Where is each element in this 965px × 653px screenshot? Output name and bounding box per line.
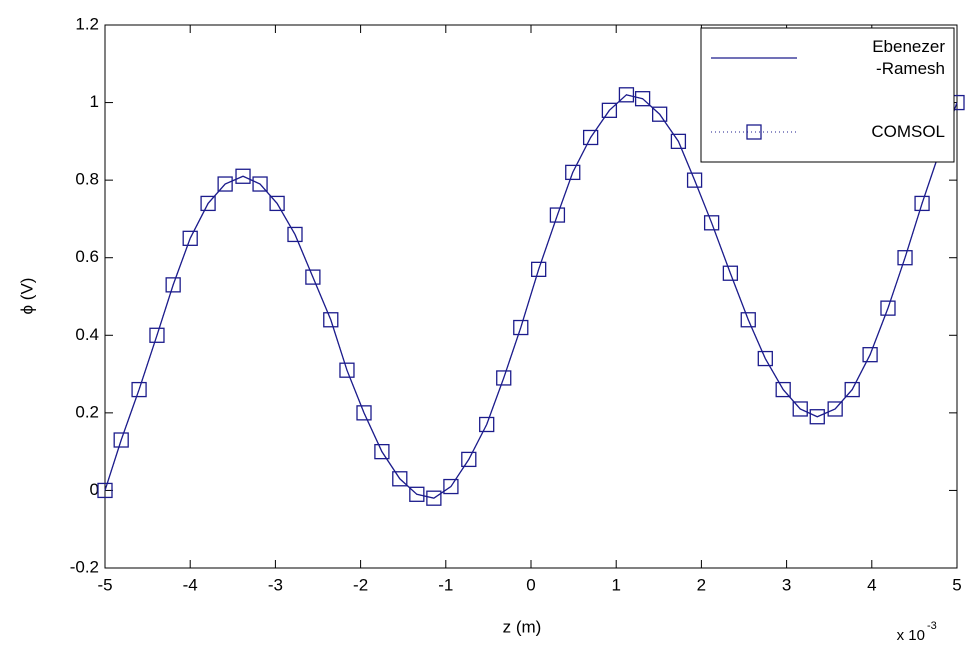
x-tick-label: 1 [611,575,620,594]
y-tick-label: 0.2 [75,402,99,421]
x-tick-label: 5 [952,575,961,594]
marker [634,91,651,107]
x-tick-label: -5 [97,575,112,594]
legend-marker [746,124,762,140]
axis-multiplier-exponent: -3 [927,620,937,632]
marker [740,312,756,328]
marker [409,486,425,502]
marker [897,250,913,266]
y-tick-label: 0.6 [75,247,99,266]
marker [757,350,773,367]
marker [97,482,113,499]
y-tick-label: 0.4 [75,325,99,344]
x-tick-label: 2 [697,575,706,594]
marker [844,381,860,398]
legend-label: COMSOL [871,122,945,141]
marker [809,409,825,425]
marker [374,443,390,460]
marker [443,478,459,495]
marker [235,168,251,184]
x-tick-label: -3 [268,575,283,594]
legend-box [700,27,955,163]
marker [703,215,720,231]
y-tick-label: -0.2 [70,557,99,576]
marker [426,490,442,506]
marker [601,102,618,118]
marker [652,106,668,122]
y-axis-label: ϕ (V) [17,278,36,315]
marker [792,401,808,417]
marker [479,416,495,433]
marker [531,261,547,278]
marker [165,277,181,293]
marker [827,401,843,417]
marker [200,195,216,212]
x-tick-label: -1 [438,575,453,594]
x-tick-label: -4 [183,575,198,594]
legend-label: Ebenezer -Ramesh [872,37,945,78]
marker [618,87,635,103]
y-tick-label: 0 [90,480,99,499]
x-tick-label: 4 [867,575,876,594]
axis-multiplier: x 10 [897,627,925,644]
marker [722,265,739,281]
marker [775,381,791,398]
marker [305,269,321,285]
marker [269,195,285,212]
y-tick-label: 1 [90,92,99,111]
marker [182,230,198,246]
marker [356,405,372,421]
y-tick-label: 1.2 [75,14,99,33]
series-line [104,94,958,499]
marker [914,195,930,212]
marker [287,226,303,243]
x-tick-label: 0 [526,575,535,594]
marker [217,176,233,192]
y-tick-label: 0.8 [75,170,99,189]
marker [323,312,339,328]
x-tick-label: 3 [782,575,791,594]
marker [252,176,268,192]
marker [392,471,408,487]
marker [513,319,529,336]
marker [880,300,896,316]
marker [582,129,599,146]
marker [565,164,581,181]
marker [149,327,165,343]
marker [113,432,129,448]
marker [670,133,687,150]
marker [461,451,477,468]
marker [339,362,355,378]
x-axis-label: z (m) [503,617,542,636]
x-tick-label: -2 [353,575,368,594]
marker [549,207,566,223]
marker [496,370,512,386]
marker [862,347,878,363]
marker [686,172,703,188]
marker [131,381,147,398]
